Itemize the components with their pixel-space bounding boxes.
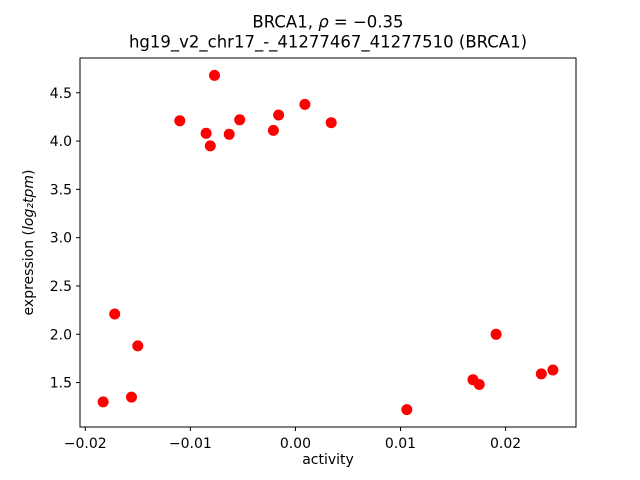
data-point <box>132 340 144 352</box>
plot-area <box>79 57 577 428</box>
x-tick-label: −0.01 <box>169 436 212 452</box>
x-tick-label: 0.02 <box>490 436 521 452</box>
x-tick-label: 0.01 <box>385 436 416 452</box>
data-point <box>535 368 547 380</box>
data-point <box>209 69 220 81</box>
data-point <box>473 379 485 390</box>
y-tick-label: 1.5 <box>50 376 72 392</box>
chart-title-suffix: = −0.35 <box>329 13 404 32</box>
x-tick-label: 0.00 <box>280 436 311 452</box>
y-tick-label: 3.5 <box>50 182 72 198</box>
y-axis-label-prefix: expression ( <box>21 230 37 315</box>
y-axis-ticks: 1.5 2.0 2.5 3.0 3.5 4.0 4.5 <box>50 86 80 392</box>
y-tick-label: 3.0 <box>50 231 72 247</box>
x-axis-ticks: −0.02 −0.01 0.00 0.01 0.02 <box>64 427 521 452</box>
chart-title-prefix: BRCA1, <box>252 13 318 32</box>
y-tick-label: 4.0 <box>50 134 72 150</box>
data-point <box>267 124 279 136</box>
y-tick-label: 4.5 <box>50 86 72 102</box>
data-point <box>223 128 235 140</box>
data-point <box>174 115 186 127</box>
chart-title: BRCA1, ρ = −0.35 <box>252 13 403 32</box>
x-axis-label: activity <box>302 452 354 468</box>
x-tick-label: −0.02 <box>64 436 107 452</box>
data-point <box>204 140 216 152</box>
chart-subtitle: hg19_v2_chr17_-_41277467_41277510 (BRCA1… <box>129 33 527 53</box>
data-point <box>109 308 121 320</box>
data-point <box>401 404 413 416</box>
y-tick-label: 2.5 <box>50 279 72 295</box>
data-point <box>299 98 311 110</box>
data-point <box>126 391 137 403</box>
data-point <box>490 328 502 340</box>
y-axis-label-suffix: ) <box>21 170 37 175</box>
data-point <box>234 114 246 126</box>
y-axis-label-math: log₂tpm <box>21 175 37 230</box>
data-point <box>325 117 337 129</box>
y-axis-label: expression (log₂tpm) <box>21 170 37 316</box>
data-point <box>547 364 559 376</box>
data-points <box>97 69 559 416</box>
data-point <box>97 396 109 408</box>
y-tick-label: 2.0 <box>50 327 72 343</box>
chart-title-rho: ρ <box>318 13 329 32</box>
data-point <box>200 127 212 139</box>
data-point <box>273 109 285 121</box>
